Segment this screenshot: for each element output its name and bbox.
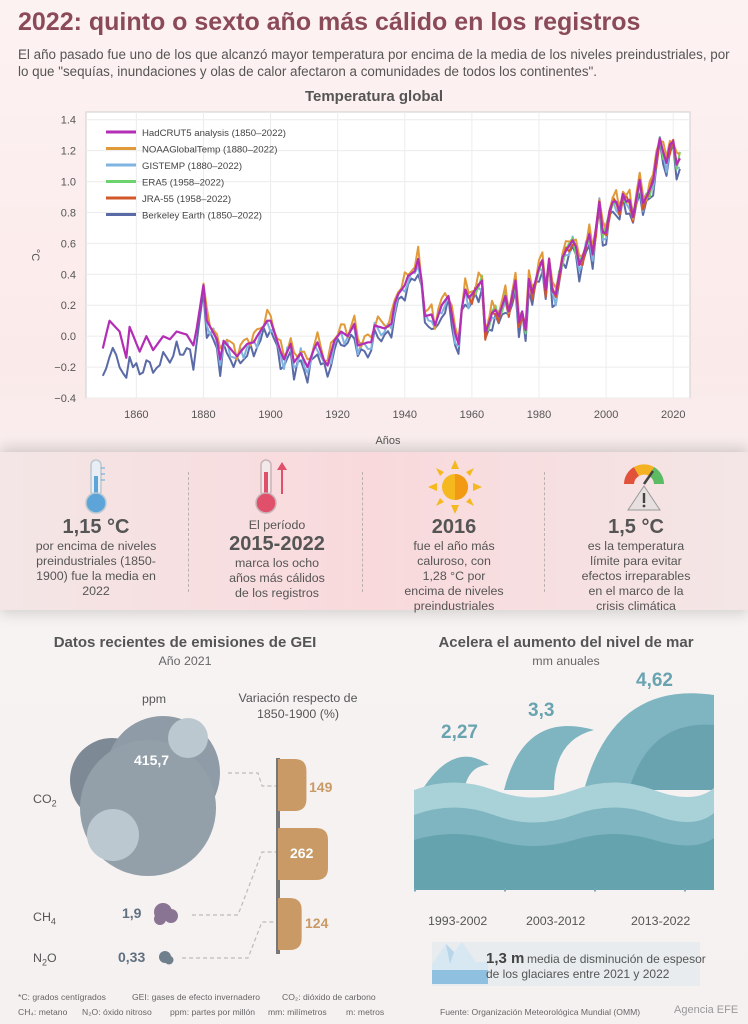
- temperature-line-chart: −0.4 −0.2 0.0 0.2 0.4 0.6 0.8 1.0 1.2 1.4 1860 1880…: [29, 111, 691, 447]
- variation-bar: [278, 898, 302, 950]
- x-tick-label: 1940: [393, 409, 417, 421]
- gauge-warning-icon: [624, 464, 664, 511]
- x-tick-label: 1880: [191, 409, 215, 421]
- footnote-6: ppm: partes por millón: [170, 1007, 256, 1017]
- glacier-value: 1,3 m: [486, 950, 525, 967]
- footnote-3: CO₂: dióxido de carbono: [282, 992, 376, 1002]
- n2o-ppm-value: 0,33: [118, 949, 146, 965]
- sea-value-3: 4,62: [636, 670, 673, 691]
- ch4-variation-value: 262: [290, 845, 314, 861]
- x-tick-label: 2020: [661, 409, 685, 421]
- x-tick-label: 1980: [527, 409, 551, 421]
- glacier-text-1: media de disminución de espesor: [527, 952, 706, 966]
- legend-entry: HadCRUT5 analysis (1850–2022): [142, 128, 286, 139]
- footnote-5: N₂O: óxido nitroso: [82, 1007, 152, 1017]
- y-tick-label: 1.2: [61, 146, 76, 158]
- co2-variation-value: 149: [309, 779, 333, 795]
- stat-2-pre: El período: [248, 518, 306, 532]
- thermometer-up-icon: [255, 459, 287, 514]
- legend-entry: GISTEMP (1880–2022): [142, 161, 242, 172]
- stat-3-value: 2016: [431, 516, 477, 538]
- stat-4-text: es la temperatura límite para evitar efe…: [581, 539, 691, 613]
- n2o-variation-value: 124: [305, 915, 329, 931]
- sea-value-2: 3,3: [528, 700, 555, 721]
- period-label-2: 2003-2012: [526, 914, 586, 928]
- x-tick-label: 1960: [460, 409, 484, 421]
- y-tick-label: 1.0: [61, 177, 76, 189]
- y-tick-label: 0.6: [61, 238, 76, 250]
- thermometer-icon: [85, 459, 107, 514]
- source-note: Fuente: Organización Meteorológica Mundi…: [440, 1007, 641, 1017]
- glacier-icon: [432, 942, 488, 984]
- y-tick-label: 1.4: [61, 115, 76, 127]
- ppm-label: ppm: [142, 692, 167, 706]
- emissions-graphic: [70, 716, 328, 965]
- sun-icon: [428, 460, 482, 514]
- y-tick-label: 0.8: [61, 207, 76, 219]
- period-label-3: 2013-2022: [631, 914, 691, 928]
- x-axis-label: Años: [375, 435, 401, 447]
- stat-1-text: por encima de niveles preindustriales (1…: [35, 539, 157, 598]
- sea-title: Acelera el aumento del nivel de mar: [438, 634, 694, 651]
- y-tick-label: 0.2: [61, 300, 76, 312]
- stat-2-text: marca los ocho años más cálidos de los r…: [229, 556, 325, 600]
- variation-label: Variación respecto de 1850-1900 (%): [238, 691, 358, 721]
- stat-3-text: fue el año más caluroso, con 1,28 °C por…: [404, 539, 504, 613]
- co2-ppm-value: 415,7: [134, 752, 170, 768]
- legend-entry: NOAAGlobalTemp (1880–2022): [142, 145, 277, 156]
- chart-title: Temperatura global: [304, 88, 444, 105]
- x-tick-label: 1860: [124, 409, 148, 421]
- ch4-ppm-value: 1,9: [122, 905, 142, 921]
- stat-4-value: 1,5 °C: [608, 516, 664, 538]
- emissions-title: Datos recientes de emisiones de GEI: [53, 634, 317, 651]
- footnote-1: *C: grados centígrados: [18, 992, 106, 1002]
- stat-2-value: 2015-2022: [229, 533, 325, 555]
- n2o-label: N2O: [33, 951, 57, 968]
- glacier-text-2: de los glaciares entre 2021 y 2022: [486, 967, 670, 981]
- y-tick-label: −0.2: [54, 362, 76, 374]
- footnote-8: m: metros: [346, 1007, 385, 1017]
- x-tick-label: 1920: [325, 409, 349, 421]
- ch4-label: CH4: [33, 910, 56, 927]
- co2-label: CO2: [33, 792, 57, 809]
- emissions-subtitle: Año 2021: [158, 654, 212, 668]
- credit: Agencia EFE: [674, 1004, 739, 1016]
- legend-entry: ERA5 (1958–2022): [142, 178, 224, 189]
- stat-4: 1,5 °C es la temperatura límite para evi…: [546, 516, 726, 614]
- footnote-2: GEI: gases de efecto invernadero: [132, 992, 261, 1002]
- stat-1-value: 1,15 °C: [62, 516, 130, 538]
- stats-divider: [544, 472, 545, 592]
- footnote-7: mm: milímetros: [268, 1007, 327, 1017]
- x-tick-label: 2000: [594, 409, 618, 421]
- variation-bar: [278, 828, 328, 880]
- stat-1: 1,15 °C por encima de niveles preindustr…: [6, 516, 186, 599]
- page-title: 2022: quinto o sexto año más cálido en l…: [18, 8, 641, 36]
- stat-2: El período 2015-2022 marca los ocho años…: [187, 518, 367, 601]
- footnote-4: CH₄: metano: [18, 1007, 68, 1017]
- stats-divider: [362, 472, 363, 592]
- stat-3: 2016 fue el año más caluroso, con 1,28 °…: [364, 516, 544, 614]
- y-axis-label: °C: [29, 249, 41, 261]
- variation-bar: [278, 759, 307, 811]
- period-label-1: 1993-2002: [428, 914, 488, 928]
- legend-entry: JRA-55 (1958–2022): [142, 194, 231, 205]
- page-subtitle: El año pasado fue uno de los que alcanzó…: [18, 47, 730, 79]
- stats-divider: [188, 472, 189, 592]
- stats-band: 1,15 °C por encima de niveles preindustr…: [0, 452, 748, 613]
- sea-value-1: 2,27: [441, 722, 478, 743]
- x-tick-label: 1900: [258, 409, 282, 421]
- sea-waves-graphic: [414, 693, 714, 892]
- y-tick-label: 0.0: [61, 331, 76, 343]
- sea-subtitle: mm anuales: [532, 654, 600, 668]
- legend-entry: Berkeley Earth (1850–2022): [142, 211, 262, 222]
- series-line-1: [101, 137, 681, 369]
- y-tick-label: 0.4: [61, 269, 76, 281]
- y-tick-label: −0.4: [54, 393, 76, 405]
